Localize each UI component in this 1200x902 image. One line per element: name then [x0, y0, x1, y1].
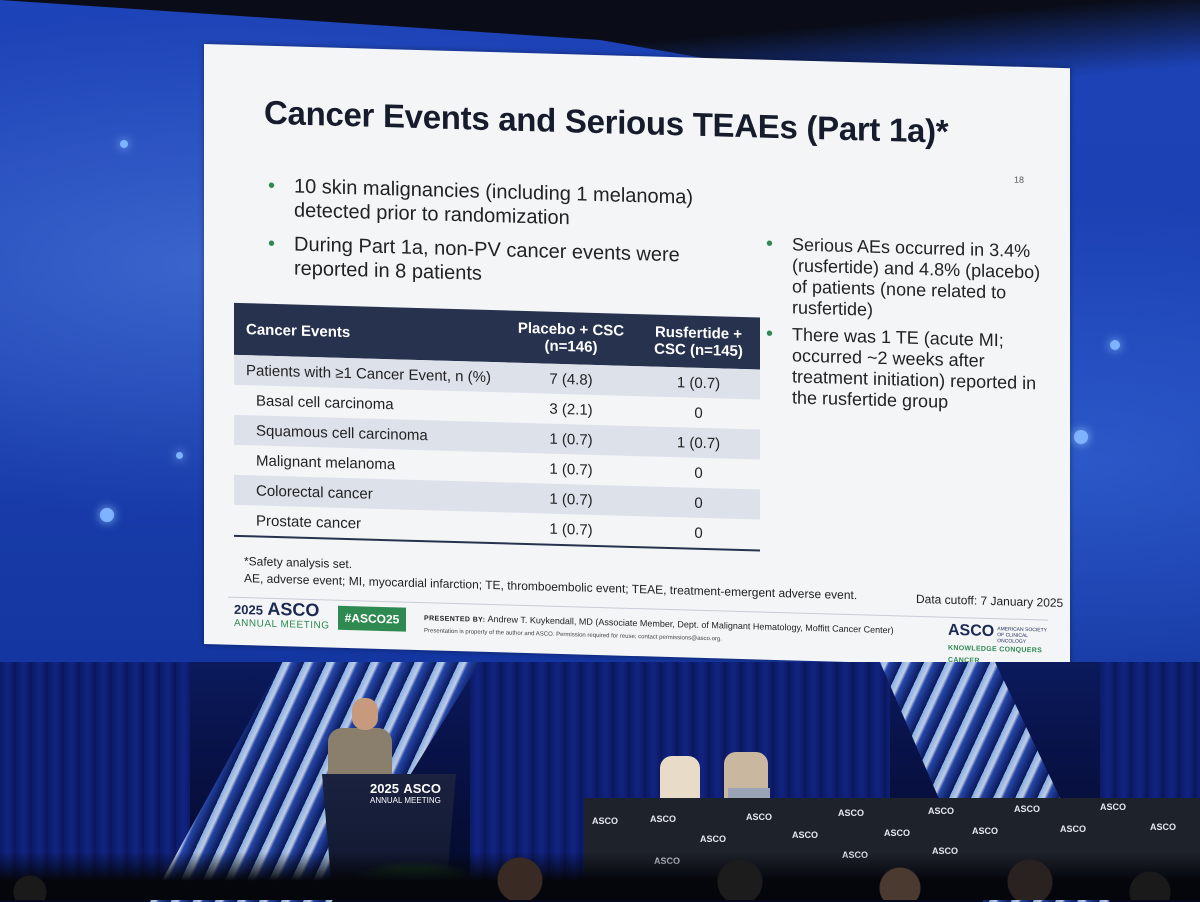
audience-heads: [0, 852, 1200, 900]
column-header: Placebo + CSC (n=146): [505, 310, 637, 367]
panel-logo-text: ASCO: [928, 806, 955, 816]
permission-notice: Presentation is property of the author a…: [424, 628, 722, 643]
panel-logo-text: ASCO: [792, 830, 819, 840]
network-node: [176, 452, 183, 459]
network-node: [1110, 340, 1120, 350]
panel-logo-text: ASCO: [1100, 802, 1127, 812]
table-cell: 1 (0.7): [637, 426, 760, 460]
footnotes: *Safety analysis set. AE, adverse event;…: [244, 553, 857, 604]
slide-title: Cancer Events and Serious TEAEs (Part 1a…: [264, 93, 949, 150]
meeting-year: 2025: [234, 601, 263, 618]
speaker-head: [352, 698, 378, 730]
network-node: [120, 140, 128, 148]
annual-meeting-logo: 2025 ASCO ANNUAL MEETING: [234, 599, 330, 634]
panel-logo-text: ASCO: [700, 834, 727, 844]
hashtag-badge: #ASCO25: [338, 605, 406, 632]
side-bullet-item: Serious AEs occurred in 3.4% (rusfertide…: [764, 234, 1044, 326]
table-cell: 1 (0.7): [505, 482, 637, 517]
table-cell: 3 (2.1): [549, 400, 593, 419]
panel-logo-text: ASCO: [746, 812, 773, 822]
meeting-sub: ANNUAL MEETING: [234, 617, 330, 632]
data-cutoff: Data cutoff: 7 January 2025: [916, 591, 1064, 611]
panel-logo-text: ASCO: [1150, 822, 1177, 832]
presented-by-label: PRESENTED BY:: [424, 615, 486, 624]
presentation-slide: Cancer Events and Serious TEAEs (Part 1a…: [204, 44, 1070, 669]
table-cell: 1 (0.7): [549, 460, 593, 479]
podium-name: ASCO: [403, 781, 441, 796]
panel-logo-text: ASCO: [884, 828, 911, 838]
org-name: ASCO: [948, 621, 995, 641]
side-bullet-list: Serious AEs occurred in 3.4% (rusfertide…: [764, 234, 1044, 422]
bullet-item: During Part 1a, non-PV cancer events wer…: [266, 232, 736, 293]
network-node: [1074, 430, 1088, 444]
podium-year: 2025: [370, 781, 399, 796]
table-cell: 0: [694, 404, 703, 422]
panel-logo-text: ASCO: [650, 814, 677, 824]
table-cell: 1 (0.7): [505, 512, 637, 548]
column-header: Rusfertide + CSC (n=145): [637, 314, 760, 370]
table-cell: 0: [637, 486, 760, 520]
table-cell: 0: [637, 516, 760, 551]
table-cell: 1 (0.7): [505, 422, 637, 457]
table-cell: 7 (4.8): [505, 362, 637, 397]
table-cell: 0: [694, 464, 703, 482]
column-header: Cancer Events: [234, 302, 505, 363]
panel-logo-text: ASCO: [972, 826, 999, 836]
panel-logo-text: ASCO: [932, 846, 959, 856]
network-node: [100, 508, 114, 522]
bullet-item: 10 skin malignancies (including 1 melano…: [266, 174, 736, 235]
panel-logo-text: ASCO: [1060, 824, 1087, 834]
slide-number: 18: [1014, 174, 1025, 185]
bullet-list: 10 skin malignancies (including 1 melano…: [266, 174, 736, 303]
side-bullet-item: There was 1 TE (acute MI; occurred ~2 we…: [764, 324, 1044, 416]
panel-logo-text: ASCO: [838, 808, 865, 818]
table-cell: 1 (0.7): [637, 366, 760, 400]
table-cell: Prostate cancer: [234, 504, 505, 544]
panel-logo-text: ASCO: [1014, 804, 1041, 814]
panelist: [660, 756, 700, 804]
podium-sub: ANNUAL MEETING: [370, 796, 441, 805]
cancer-events-table: Cancer Events Placebo + CSC (n=146) Rusf…: [234, 302, 760, 552]
org-full-name: AMERICAN SOCIETY OF CLINICAL ONCOLOGY: [997, 626, 1047, 645]
podium-logo: 2025 ASCO ANNUAL MEETING: [370, 781, 441, 807]
panel-logo-text: ASCO: [592, 816, 619, 826]
